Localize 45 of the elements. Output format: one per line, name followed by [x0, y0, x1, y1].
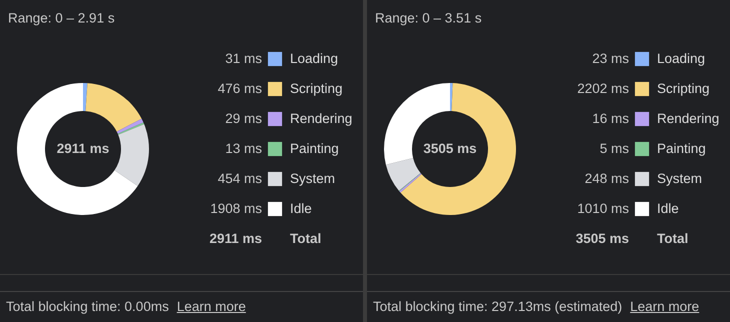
data-label: 1908 ms	[210, 201, 262, 216]
legend-label: System	[290, 171, 336, 186]
legend-label: Scripting	[290, 81, 343, 96]
chart-title: Range: 0 – 3.51 s	[375, 10, 482, 26]
donut-slice	[114, 124, 149, 186]
donut-slice	[400, 83, 516, 215]
text: 3505 ms	[576, 231, 629, 246]
data-label: 31 ms	[225, 51, 262, 66]
text: Total blocking time: 0.00ms	[6, 299, 169, 314]
chart-title: Range: 0 – 2.91 s	[8, 10, 115, 26]
text: 2911 ms	[56, 141, 110, 156]
legend-label: Scripting	[657, 81, 710, 96]
legend-label: Loading	[657, 51, 706, 66]
legend-label: Painting	[290, 141, 339, 156]
legend-label: Idle	[290, 201, 312, 216]
data-label: 476 ms	[218, 81, 262, 96]
text: 2911 ms	[209, 231, 262, 246]
legend-label: Rendering	[657, 111, 720, 126]
donut-slice	[83, 83, 88, 112]
text: Total	[657, 231, 688, 246]
data-label: 29 ms	[225, 111, 262, 126]
text: Learn more	[630, 299, 700, 314]
legend-label: Rendering	[290, 111, 352, 126]
donut-slice	[86, 83, 142, 132]
donut-slice	[118, 122, 144, 135]
legend-label: Painting	[657, 141, 706, 156]
data-label: 454 ms	[218, 171, 262, 186]
legend-label: System	[657, 171, 702, 186]
legend-label: Idle	[657, 201, 679, 216]
donut-slice	[450, 83, 453, 112]
data-label: 23 ms	[592, 51, 630, 66]
text: Total	[290, 231, 322, 246]
text: Total blocking time: 297.13ms (estimated)	[373, 299, 622, 314]
data-label: 2202 ms	[577, 81, 630, 96]
data-label: 248 ms	[584, 171, 630, 186]
data-label: 1010 ms	[577, 201, 630, 216]
data-label: 13 ms	[225, 141, 262, 156]
data-label: 5 ms	[600, 141, 630, 156]
donut-slice	[116, 118, 144, 134]
donut-slice	[386, 158, 421, 191]
text: Learn more	[176, 299, 246, 314]
donut-slice	[17, 83, 138, 215]
text: 3505 ms	[423, 141, 477, 156]
legend-label: Loading	[290, 51, 338, 66]
data-label: 16 ms	[592, 111, 630, 126]
